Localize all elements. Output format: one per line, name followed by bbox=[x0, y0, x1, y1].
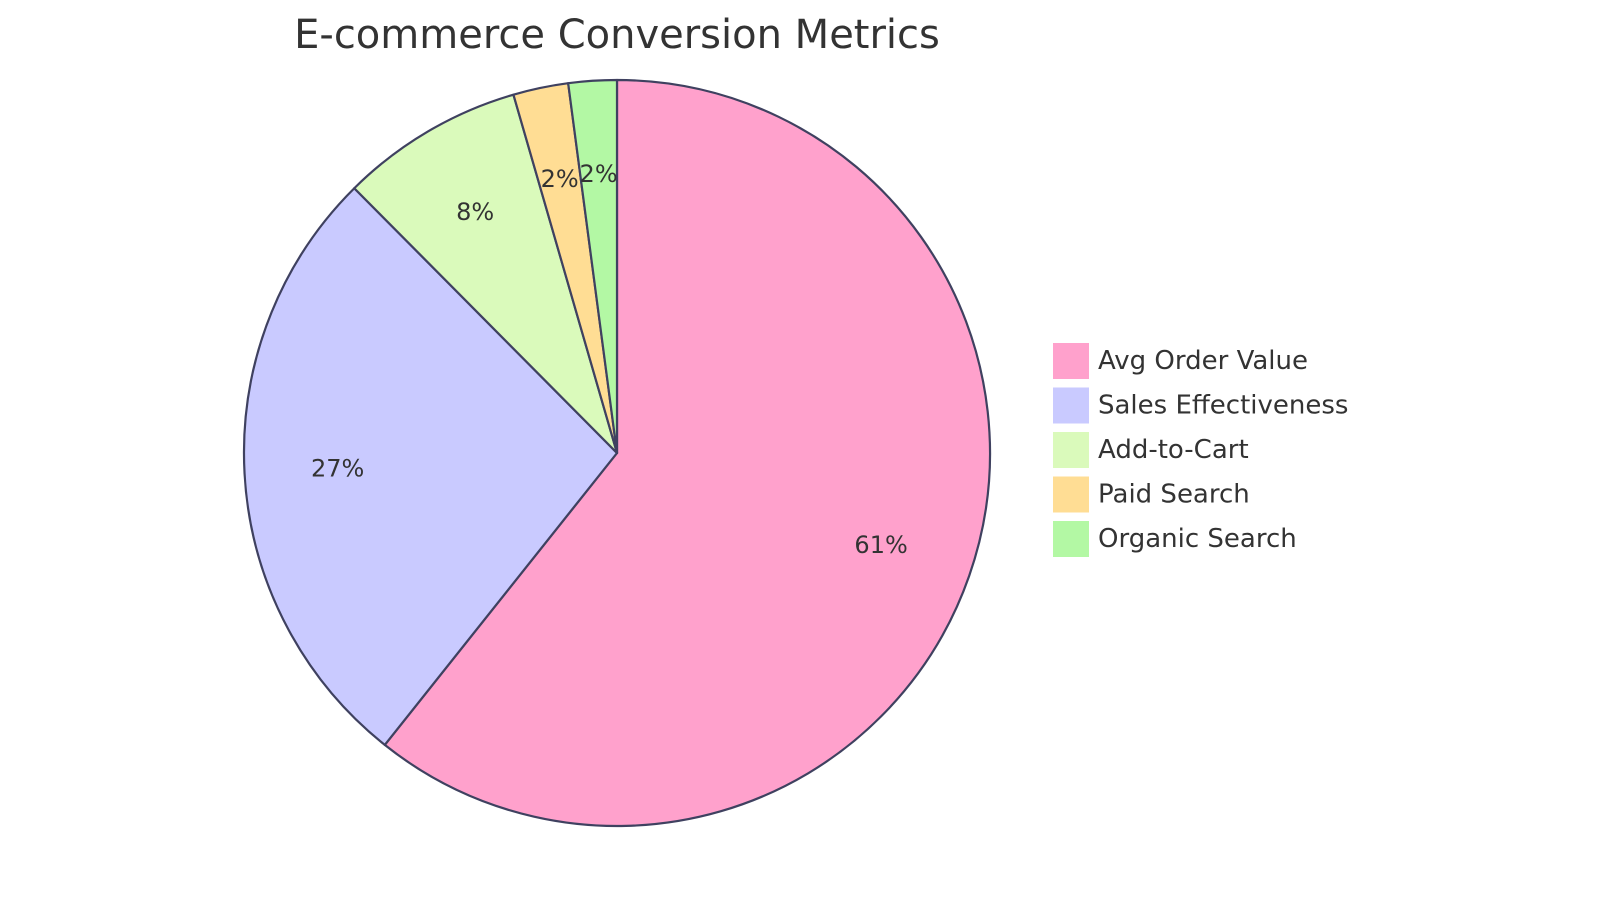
legend-label: Organic Search bbox=[1098, 524, 1297, 554]
pie-slice-label: 27% bbox=[311, 454, 364, 482]
pie-slices bbox=[242, 78, 992, 828]
legend-label: Add-to-Cart bbox=[1098, 435, 1249, 465]
legend-label: Sales Effectiveness bbox=[1098, 391, 1348, 421]
pie-slice-avg-order-value bbox=[383, 78, 992, 828]
legend-label: Paid Search bbox=[1098, 480, 1250, 510]
pie-slice-label: 2% bbox=[580, 160, 618, 188]
legend: Avg Order Value Sales Effectiveness Add-to… bbox=[1051, 341, 1348, 559]
legend-swatch bbox=[1051, 341, 1091, 381]
legend-swatch bbox=[1051, 385, 1091, 426]
pie-slice-label: 2% bbox=[541, 165, 579, 193]
legend-swatch bbox=[1051, 519, 1091, 559]
pie-slice-sales-effectiveness bbox=[242, 187, 619, 746]
pie-slice-add-to-cart bbox=[353, 93, 619, 455]
pie-slice-label: 61% bbox=[854, 531, 907, 559]
legend-swatch bbox=[1051, 430, 1091, 470]
pie-slice-labels: 61% 27% 8% 2% 2% bbox=[311, 160, 908, 559]
chart-title: E-commerce Conversion Metrics bbox=[294, 12, 940, 58]
pie-slice-label: 8% bbox=[456, 198, 494, 226]
pie-slice-organic-search bbox=[567, 78, 619, 455]
legend-swatch bbox=[1051, 474, 1091, 515]
legend-label: Avg Order Value bbox=[1098, 346, 1308, 376]
